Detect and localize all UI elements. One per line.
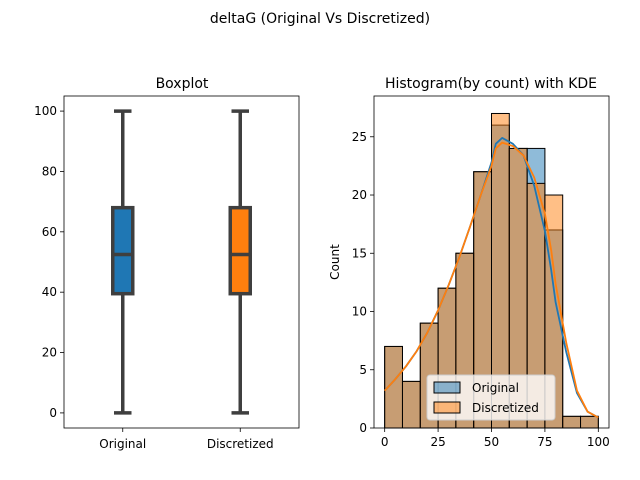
- histogram-ytick-label: 0: [359, 421, 367, 435]
- kde-line-discretized: [384, 141, 599, 419]
- boxplot-ytick-label: 20: [42, 346, 57, 360]
- boxplot-content: 0 20 40 60 80 100 Original Discretized: [34, 104, 274, 451]
- legend-swatch-original: [433, 381, 461, 394]
- histogram-bar-discretized: [580, 415, 599, 429]
- boxplot-box: [111, 205, 135, 296]
- boxplot-title: Boxplot: [156, 76, 209, 92]
- legend-swatch-discretized: [433, 401, 461, 414]
- histogram-panel: Histogram(by count) with KDE Count 0 5 10 1…: [328, 76, 610, 449]
- boxplot-box: [228, 205, 252, 296]
- histogram-bar-discretized: [562, 415, 582, 429]
- boxplot-ytick-label: 0: [49, 406, 57, 420]
- histogram-xtick-label: 0: [381, 435, 389, 449]
- histogram-xtick-label: 75: [537, 435, 552, 449]
- histogram-xtick-label: 25: [430, 435, 445, 449]
- histogram-ytick-label: 20: [352, 188, 367, 202]
- histogram-ytick-label: 15: [352, 246, 367, 260]
- histogram-ylabel: Count: [328, 244, 342, 280]
- boxplot-frame: [63, 95, 300, 429]
- boxplot-ytick-label: 100: [34, 104, 57, 118]
- histogram-ytick-label: 10: [352, 305, 367, 319]
- histogram-title: Histogram(by count) with KDE: [385, 76, 597, 92]
- histogram-frame: [373, 95, 610, 429]
- histogram-content: 0 5 10 15 20 25 0 25 50 75 100: [352, 112, 610, 449]
- legend-label-original: Original: [472, 381, 519, 395]
- histogram-xtick-label: 100: [587, 435, 610, 449]
- boxplot-panel: Boxplot 0 20 40 60 80 100 Original Discretized: [34, 76, 300, 451]
- boxplot-ytick-label: 40: [42, 285, 57, 299]
- boxplot-ytick-label: 80: [42, 164, 57, 178]
- histogram-ytick-label: 25: [352, 130, 367, 144]
- boxplot-xtick-label: Discretized: [207, 437, 274, 451]
- histogram-legend: Original Discretized: [426, 374, 556, 421]
- boxplot-ytick-label: 60: [42, 225, 57, 239]
- boxplot-xtick-label: Original: [99, 437, 146, 451]
- legend-label-discretized: Discretized: [472, 401, 539, 415]
- figure-suptitle: deltaG (Original Vs Discretized): [210, 11, 430, 27]
- histogram-xtick-label: 50: [484, 435, 499, 449]
- histogram-bar-discretized: [401, 380, 421, 429]
- histogram-ytick-label: 5: [359, 363, 367, 377]
